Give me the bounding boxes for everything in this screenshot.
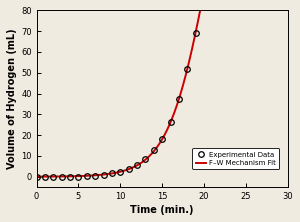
X-axis label: Time (min.): Time (min.) [130,205,194,215]
Y-axis label: Volume of Hydrogen (mL): Volume of Hydrogen (mL) [7,28,17,169]
Legend: Experimental Data, F–W Mechanism Fit: Experimental Data, F–W Mechanism Fit [192,148,279,169]
